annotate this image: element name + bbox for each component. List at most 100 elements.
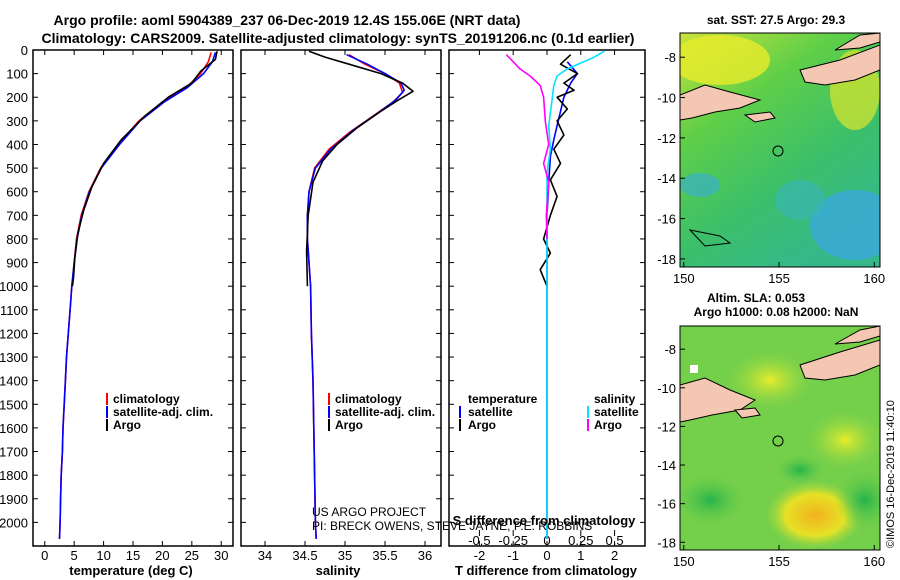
difference-x-ticks: -2 -1 0 1 2 — [474, 50, 618, 563]
x-tick-label: 35 — [338, 548, 352, 563]
x-tick-label: 10 — [96, 548, 110, 563]
series-line-satellite-adj-clim- — [58, 52, 217, 539]
sst-cool-patch — [810, 190, 880, 260]
sla-landmass — [834, 326, 880, 345]
map2-frame — [679, 325, 881, 551]
sla-low-patch — [680, 475, 745, 525]
series-line-satellite-adj-clim- — [306, 53, 405, 539]
depth-tick-label: 200 — [6, 90, 28, 105]
x-tick-label: 25 — [185, 548, 199, 563]
salinity-difference-xlabel: S difference from climatology — [453, 513, 637, 528]
x-tick-label: 2 — [611, 548, 618, 563]
sst-cool-patch — [775, 180, 825, 220]
difference-series — [505, 50, 605, 539]
map-lon-tick-label: 155 — [768, 271, 790, 286]
temperature-x-ticks: 0 5 10 15 20 25 30 — [41, 50, 228, 563]
legend-salinity-satellite-label: satellite — [594, 405, 639, 419]
legend-argo-label: Argo — [113, 418, 141, 432]
temperature-panel-frame — [32, 49, 234, 547]
map-lat-tick-label: -14 — [657, 171, 676, 186]
map-lat-tick-label: -16 — [657, 497, 676, 512]
legend-temperature-satellite-label: satellite — [468, 405, 513, 419]
sla-argo-marker — [772, 435, 784, 447]
temperature-xlabel: temperature (deg C) — [69, 563, 193, 578]
x2-tick-label: 0.25 — [568, 533, 593, 548]
legend-satellite-label: satellite-adj. clim. — [113, 405, 213, 419]
map2-ticks: 150 155 160 -8 -10 -12 -14 -16 -18 — [657, 342, 885, 569]
x2-tick-label: 0 — [543, 533, 550, 548]
sla-missing-data — [690, 365, 698, 373]
depth-tick-label: 100 — [6, 67, 28, 82]
series-line-argo — [71, 51, 218, 287]
figure-title-line1: Argo profile: aoml 5904389_237 06-Dec-20… — [54, 12, 521, 28]
sla-high-patch — [805, 410, 880, 470]
x-tick-label: 36 — [418, 548, 432, 563]
map1-title: sat. SST: 27.5 Argo: 29.3 — [707, 13, 846, 27]
map1-frame — [679, 32, 881, 268]
sla-high-patch — [725, 350, 815, 410]
legend-temperature-heading: temperature — [468, 392, 538, 406]
x-tick-label: 1 — [577, 548, 584, 563]
depth-tick-label: 500 — [6, 161, 28, 176]
map-lon-tick-label: 150 — [673, 554, 695, 569]
sst-landmass — [680, 84, 762, 121]
depth-tick-label: 300 — [6, 114, 28, 129]
series-line-temperature-argo — [539, 54, 579, 287]
map-lat-tick-label: -14 — [657, 458, 676, 473]
sst-warm-patch — [680, 35, 770, 85]
x2-tick-label: -0.25 — [498, 533, 528, 548]
map-lat-tick-label: -18 — [657, 252, 676, 267]
map-lat-tick-label: -8 — [664, 50, 676, 65]
sla-landmass — [733, 407, 761, 419]
legend-salinity-argo-label: Argo — [594, 418, 622, 432]
depth-tick-label: 600 — [6, 185, 28, 200]
salinity-panel-frame — [240, 49, 442, 547]
sst-landmass — [799, 44, 880, 86]
legend-climatology-label: climatology — [335, 392, 402, 406]
series-line-salinity-satellite — [546, 50, 605, 539]
x-tick-label: 15 — [126, 548, 140, 563]
depth-tick-label: 900 — [6, 256, 28, 271]
legend-temperature-argo-label: Argo — [468, 418, 496, 432]
sst-argo-marker — [772, 145, 784, 157]
sst-cool-patch — [680, 173, 720, 197]
x-tick-label: 34.5 — [292, 548, 317, 563]
legend-climatology-label: climatology — [113, 392, 180, 406]
series-line-temperature-satellite — [546, 61, 579, 539]
sst-landmass — [743, 111, 776, 123]
difference-legend: temperature satellite Argo salinity sate… — [459, 392, 639, 432]
depth-tick-label: 800 — [6, 232, 28, 247]
difference-xlabel: T difference from climatology — [455, 563, 638, 578]
map-lon-tick-label: 155 — [768, 554, 790, 569]
map1-ticks: 150 155 160 -8 -10 -12 -14 -16 -18 — [657, 50, 885, 286]
project-note-line1: US ARGO PROJECT — [312, 505, 427, 519]
map-lat-tick-label: -12 — [657, 419, 676, 434]
x-tick-label: 35.5 — [372, 548, 397, 563]
depth-tick-label: 1000 — [0, 279, 28, 294]
map-lat-tick-label: -16 — [657, 212, 676, 227]
map-lon-tick-label: 150 — [673, 271, 695, 286]
x-tick-label: -1 — [507, 548, 519, 563]
legend-argo-label: Argo — [335, 418, 363, 432]
map-lat-tick-label: -10 — [657, 381, 676, 396]
salinity-xlabel: salinity — [316, 563, 362, 578]
salinity-legend: climatology satellite-adj. clim. Argo — [328, 392, 435, 432]
depth-tick-label: 700 — [6, 208, 28, 223]
depth-tick-label: 1600 — [0, 421, 28, 436]
depth-tick-label: 1100 — [0, 303, 28, 318]
map-lat-tick-label: -18 — [657, 535, 676, 550]
sla-map — [680, 326, 880, 550]
temperature-legend: climatology satellite-adj. clim. Argo — [106, 392, 213, 432]
map2-title-line1: Altim. SLA: 0.053 — [707, 291, 805, 305]
depth-axis: 0 100 200 300 400 500 600 700 800 900 1000 1100 1200… — [0, 43, 645, 530]
sst-map — [680, 33, 880, 267]
sla-low-patch — [835, 470, 880, 530]
depth-tick-label: 0 — [21, 43, 28, 58]
sla-low-patch — [775, 455, 825, 485]
map2-title-line2: Argo h1000: 0.08 h2000: NaN — [694, 305, 859, 319]
legend-satellite-label: satellite-adj. clim. — [335, 405, 435, 419]
imos-watermark: ©IMOS 16-Dec-2019 11:40:10 — [885, 400, 897, 548]
x-tick-label: 30 — [214, 548, 228, 563]
x-tick-label: -2 — [474, 548, 486, 563]
